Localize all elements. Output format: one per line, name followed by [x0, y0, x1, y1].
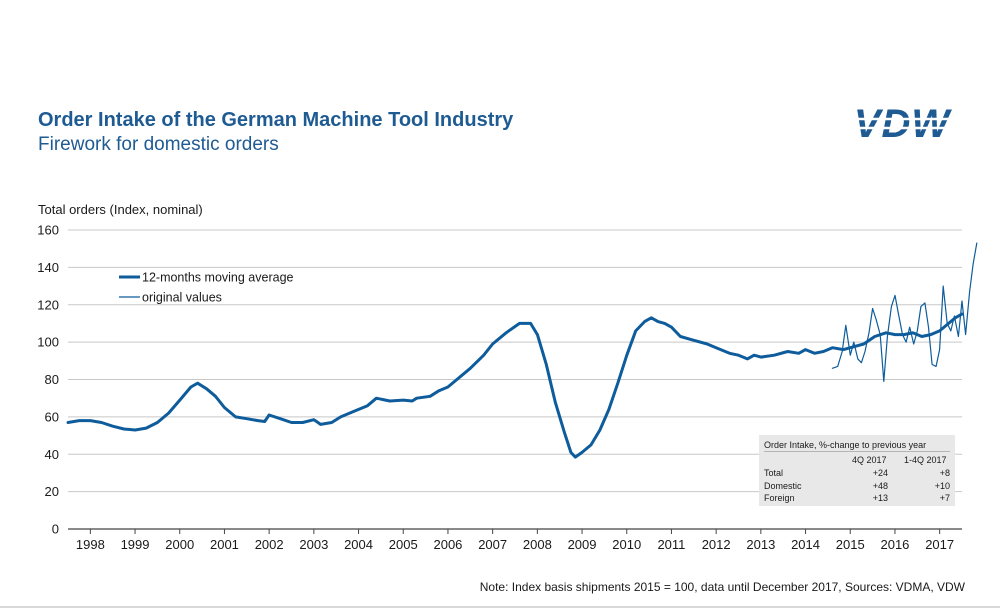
legend-label: 12-months moving average [142, 271, 294, 285]
table-row-label: Domestic [764, 481, 802, 491]
table-cell: +10 [934, 481, 950, 491]
x-tick-label: 2007 [478, 537, 507, 552]
table-col-header-1-4q: 1-4Q 2017 [904, 455, 947, 465]
y-tick-label: 20 [45, 484, 59, 499]
x-tick-label: 2012 [702, 537, 731, 552]
footer-rule [0, 606, 1000, 608]
y-tick-label: 120 [37, 297, 59, 312]
x-tick-labels: 1998 1999 2000 2001 2002 2003 2004 2005 2006 2007… [76, 537, 954, 552]
x-tick-label: 2000 [165, 537, 194, 552]
x-tick-label: 2013 [746, 537, 775, 552]
table-row-label: Foreign [764, 493, 795, 503]
table-title: Order Intake, %-change to previous year [764, 440, 927, 450]
x-tick-label: 2008 [523, 537, 552, 552]
x-tick-label: 2005 [389, 537, 418, 552]
y-tick-label: 80 [45, 372, 59, 387]
table-cell: +13 [872, 493, 888, 503]
table-cell: +24 [872, 468, 888, 478]
chart-subtitle: Firework for domestic orders [38, 134, 279, 155]
y-tick-label: 0 [52, 522, 59, 537]
x-tick-label: 2002 [255, 537, 284, 552]
x-tick-label: 2016 [880, 537, 909, 552]
x-tick-label: 2003 [299, 537, 328, 552]
y-tick-label: 100 [37, 335, 59, 350]
y-tick-label: 40 [45, 447, 59, 462]
x-tick-label: 2014 [791, 537, 820, 552]
table-cell: +8 [939, 468, 950, 478]
series-layer [66, 242, 978, 459]
chart-title: Order Intake of the German Machine Tool … [38, 109, 514, 131]
vdw-logo: VDW [840, 104, 964, 142]
legend: 12-months moving average original values [119, 271, 294, 305]
original-values-line [831, 242, 978, 382]
y-tick-labels: 0 20 40 60 80 100 120 140 160 [37, 223, 59, 537]
table-cell: +48 [872, 481, 888, 491]
x-tick-label: 1999 [121, 537, 150, 552]
table-col-header-4q: 4Q 2017 [852, 455, 887, 465]
x-tick-label: 2017 [925, 537, 954, 552]
source-note: Note: Index basis shipments 2015 = 100, … [479, 580, 965, 594]
y-tick-label: 160 [37, 223, 59, 238]
table-row-label: Total [764, 468, 784, 478]
x-tick-label: 2001 [210, 537, 239, 552]
table-cell: +7 [939, 493, 950, 503]
x-tick-label: 2015 [836, 537, 865, 552]
table-divider [764, 451, 950, 452]
legend-label: original values [142, 291, 222, 305]
x-tick-label: 2011 [657, 537, 685, 552]
x-tick-label: 2010 [612, 537, 641, 552]
moving-average-line [66, 312, 964, 459]
x-tick-label: 2004 [344, 537, 373, 552]
logo-text: VDW [854, 104, 953, 142]
x-tick-label: 2009 [568, 537, 597, 552]
y-tick-label: 140 [37, 260, 59, 275]
summary-table: Order Intake, %-change to previous year … [759, 435, 955, 506]
x-tick-label: 2006 [433, 537, 462, 552]
y-tick-label: 60 [45, 409, 59, 424]
x-tick-label: 1998 [76, 537, 105, 552]
y-axis-label: Total orders (Index, nominal) [38, 202, 203, 217]
